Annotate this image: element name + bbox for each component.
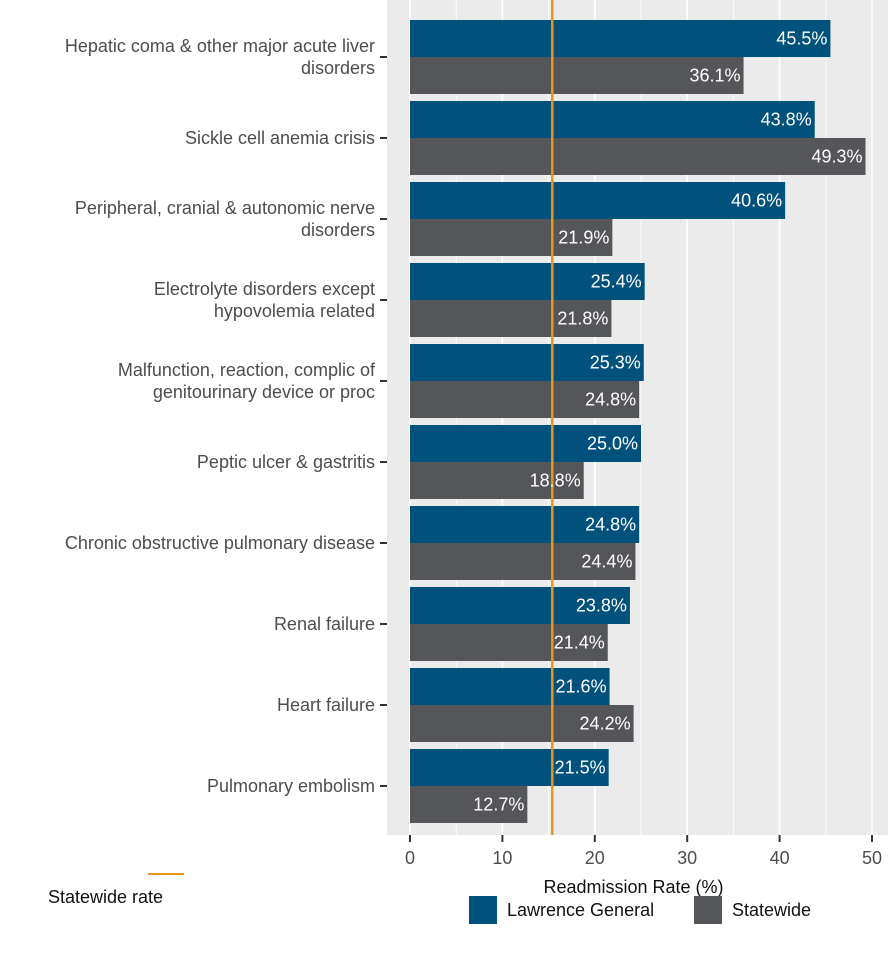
data-label: 12.7%: [473, 795, 524, 815]
bar-statewide: [410, 138, 866, 175]
x-tick-label: 40: [770, 848, 790, 868]
data-label: 25.3%: [590, 353, 641, 373]
legend-swatch-statewide: [694, 896, 722, 924]
bar-statewide: [410, 300, 612, 337]
data-label: 49.3%: [811, 147, 862, 167]
data-label: 45.5%: [776, 29, 827, 49]
legend-swatch-lawrence: [469, 896, 497, 924]
data-label: 21.6%: [556, 677, 607, 697]
bar-lawrence: [410, 506, 640, 543]
series-legend-statewide: Statewide: [694, 896, 811, 924]
x-tick-label: 10: [492, 848, 512, 868]
data-label: 21.8%: [557, 309, 608, 329]
category-label: Pulmonary embolism: [207, 776, 375, 796]
data-label: 24.2%: [580, 714, 631, 734]
legend-label-statewide: Statewide: [732, 899, 812, 920]
data-label: 25.0%: [587, 434, 638, 454]
bar-lawrence: [410, 263, 645, 300]
data-label: 40.6%: [731, 191, 782, 211]
data-label: 23.8%: [576, 596, 627, 616]
data-label: 21.9%: [558, 228, 609, 248]
data-label: 21.5%: [555, 758, 606, 778]
data-label: 25.4%: [591, 272, 642, 292]
x-tick-label: 30: [677, 848, 697, 868]
category-label: Peripheral, cranial & autonomic nerve dis…: [75, 198, 375, 240]
bar-statewide: [410, 786, 528, 823]
bar-lawrence: [410, 101, 815, 138]
data-label: 24.8%: [585, 515, 636, 535]
bar-lawrence: [410, 668, 610, 705]
bar-statewide: [410, 705, 634, 742]
bar-lawrence: [410, 20, 831, 57]
bar-statewide: [410, 219, 613, 256]
category-label: Hepatic coma & other major acute liver di…: [65, 36, 375, 78]
data-label: 24.4%: [581, 552, 632, 572]
bar-statewide: [410, 57, 744, 94]
category-label: Chronic obstructive pulmonary disease: [65, 533, 375, 553]
bar-statewide: [410, 381, 640, 418]
bar-statewide: [410, 462, 584, 499]
category-label: Electrolyte disorders except hypovolemia …: [154, 279, 375, 321]
legend-label-lawrence: Lawrence General: [507, 899, 655, 920]
category-label: Peptic ulcer & gastritis: [197, 452, 375, 472]
bar-statewide: [410, 624, 608, 661]
x-tick-label: 20: [585, 848, 605, 868]
bar-lawrence: [410, 344, 644, 381]
data-label: 43.8%: [761, 110, 812, 130]
category-label: Renal failure: [274, 614, 375, 634]
x-axis-title: Readmission Rate (%): [543, 877, 723, 897]
bar-lawrence: [410, 587, 630, 624]
category-label: Sickle cell anemia crisis: [185, 128, 375, 148]
reference-line-legend-label: Statewide rate: [48, 887, 164, 907]
data-label: 36.1%: [690, 66, 741, 86]
bar-lawrence: [410, 749, 609, 786]
category-label: Heart failure: [277, 695, 375, 715]
data-label: 21.4%: [554, 633, 605, 653]
bar-lawrence: [410, 425, 641, 462]
reference-line-swatch: [148, 873, 184, 875]
series-legend-lawrence: Lawrence General: [469, 896, 654, 924]
x-tick-label: 50: [862, 848, 882, 868]
x-tick-label: 0: [405, 848, 415, 868]
data-label: 18.8%: [530, 471, 581, 491]
bar-statewide: [410, 543, 636, 580]
data-label: 24.8%: [585, 390, 636, 410]
category-label: Malfunction, reaction, complic of genitou…: [118, 360, 376, 402]
bar-lawrence: [410, 182, 786, 219]
